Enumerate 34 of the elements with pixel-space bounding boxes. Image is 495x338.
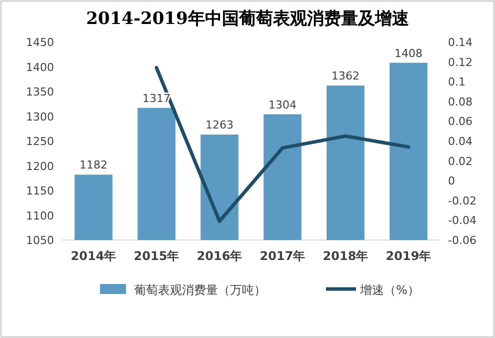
data-label: 1263 [206,118,234,132]
y2-tick-label: -0.02 [448,194,476,208]
y-tick-label: 1050 [26,234,54,247]
data-label: 1408 [394,46,422,60]
y2-tick-label: 0.08 [448,95,472,108]
y-tick-label: 1200 [26,160,54,173]
y2-tick-label: 0.02 [448,154,472,168]
data-label: 1304 [268,98,296,112]
y2-tick-label: -0.06 [448,234,476,247]
x-tick-label: 2014年 [70,249,116,263]
data-label: 1362 [332,70,360,83]
y-tick-label: 1350 [26,86,54,98]
data-label: 1182 [80,158,108,172]
y-tick-label: 1150 [26,184,54,198]
y-tick-label: 1450 [26,36,54,49]
y2-tick-label: 0.1 [448,76,466,89]
x-tick-label: 2015年 [134,249,180,263]
y2-tick-label: 0.12 [448,56,472,69]
chart-title: 2014-2019年中国葡萄表观消费量及增速 [86,9,409,29]
x-tick-label: 2018年 [322,249,368,263]
y2-tick-label: 0 [448,174,455,188]
y-tick-label: 1100 [26,209,54,222]
y-tick-label: 1400 [26,60,54,74]
y2-tick-label: -0.04 [448,214,476,228]
x-tick-label: 2019年 [386,249,432,263]
y2-tick-label: 0.04 [448,135,472,148]
y2-tick-label: 0.14 [448,36,472,49]
legend-label: 增速（%） [359,283,420,297]
y-tick-label: 1250 [26,135,54,148]
y2-tick-label: 0.06 [448,115,472,128]
legend-label: 葡萄表观消费量（万吨） [134,283,266,297]
x-tick-label: 2017年 [260,249,306,263]
x-tick-label: 2016年 [196,249,242,263]
y-tick-label: 1300 [26,110,54,124]
